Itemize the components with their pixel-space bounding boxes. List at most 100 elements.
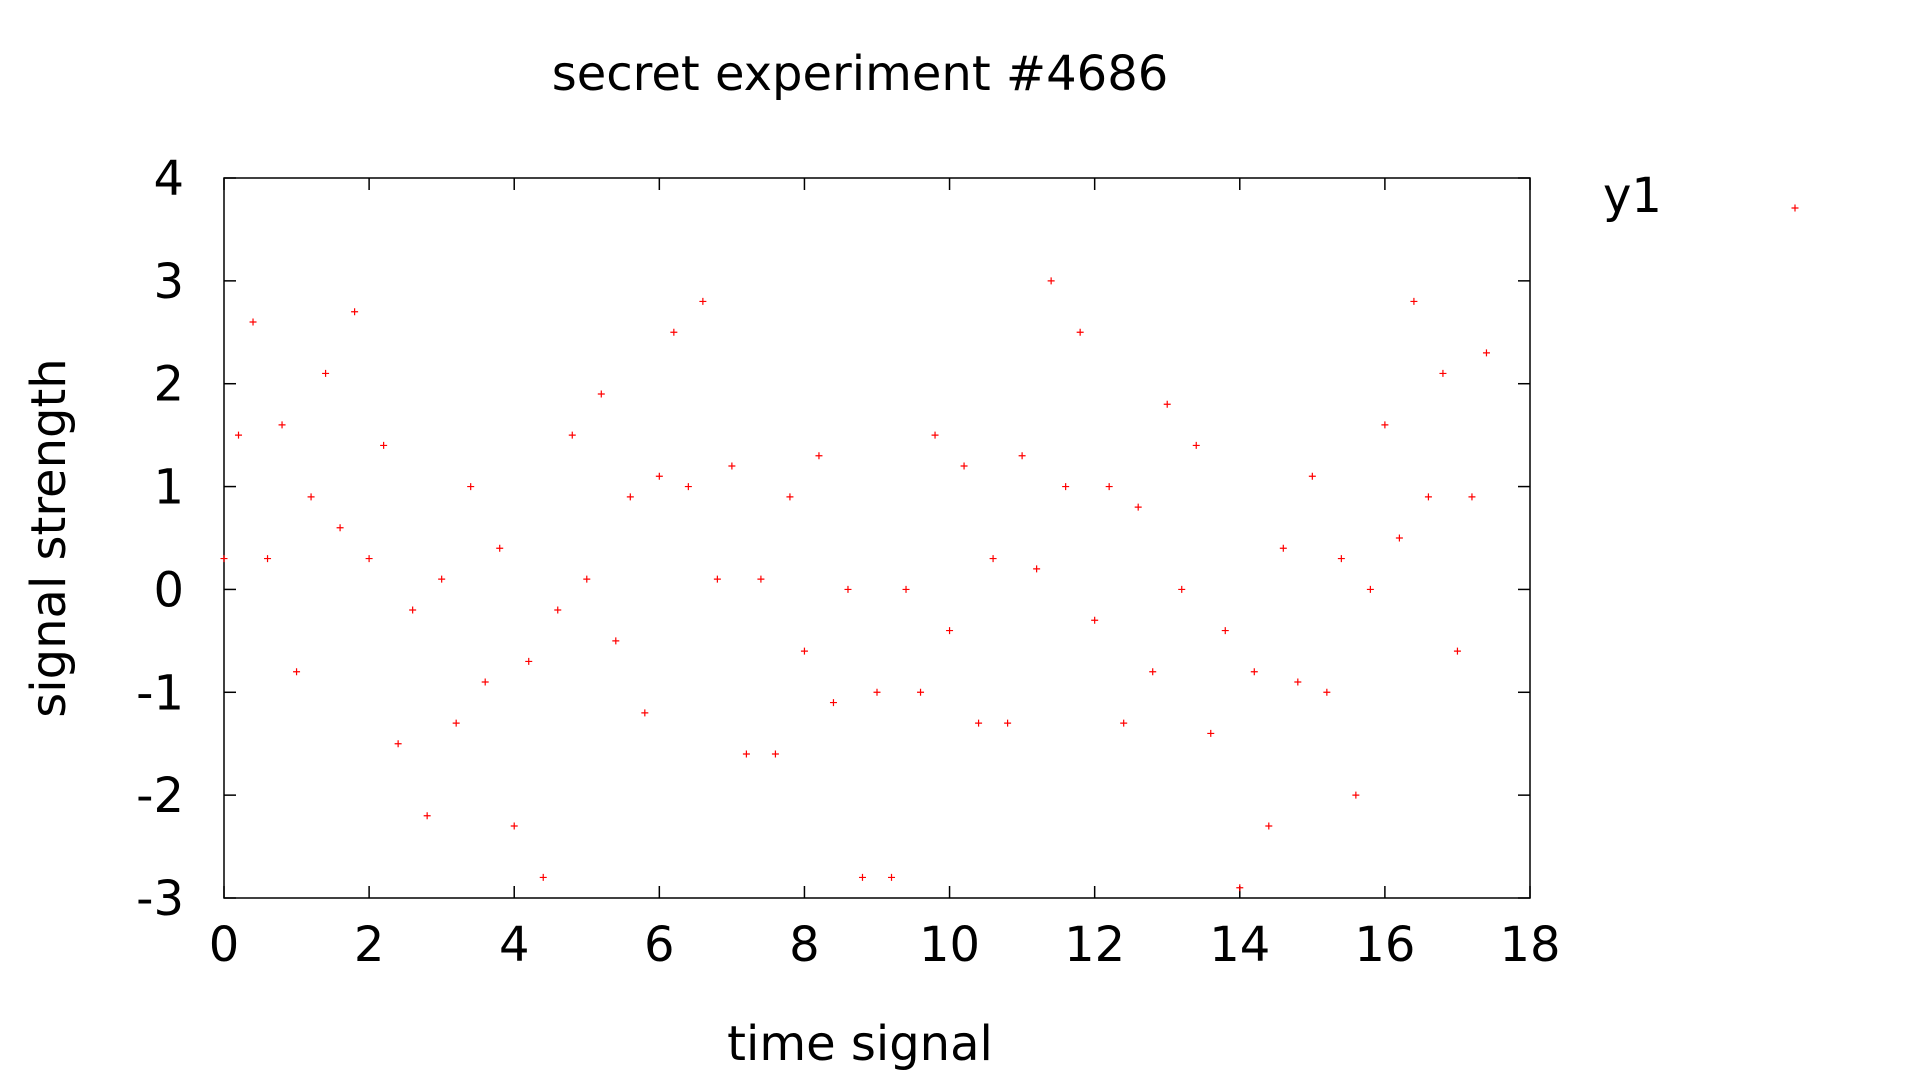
data-point xyxy=(597,390,605,398)
data-point xyxy=(409,606,417,614)
data-point xyxy=(525,657,533,665)
chart-title: secret experiment #4686 xyxy=(552,46,1169,102)
legend-label-y1: y1 xyxy=(1603,168,1662,224)
data-point xyxy=(1236,884,1244,892)
data-point xyxy=(1323,688,1331,696)
data-point xyxy=(917,688,925,696)
data-point xyxy=(1192,441,1200,449)
data-point xyxy=(293,668,301,676)
x-tick-label: 2 xyxy=(354,917,385,973)
data-point xyxy=(1250,668,1258,676)
data-point xyxy=(786,493,794,501)
data-point xyxy=(539,873,547,881)
data-point xyxy=(902,585,910,593)
y-tick-label: 0 xyxy=(153,562,184,618)
data-point xyxy=(1337,555,1345,563)
data-point xyxy=(452,719,460,727)
data-points xyxy=(220,277,1490,892)
data-point xyxy=(960,462,968,470)
data-point xyxy=(946,627,954,635)
data-point xyxy=(931,431,939,439)
data-point xyxy=(278,421,286,429)
data-point xyxy=(1381,421,1389,429)
data-point xyxy=(1482,349,1490,357)
data-point xyxy=(684,483,692,491)
data-point xyxy=(365,555,373,563)
data-point xyxy=(1352,791,1360,799)
data-point xyxy=(1163,400,1171,408)
data-point xyxy=(1279,544,1287,552)
data-point xyxy=(858,873,866,881)
x-tick-label: 12 xyxy=(1064,917,1125,973)
data-point xyxy=(1149,668,1157,676)
data-point xyxy=(641,709,649,717)
x-tick-label: 8 xyxy=(789,917,820,973)
data-point xyxy=(655,472,663,480)
data-point xyxy=(1468,493,1476,501)
data-point xyxy=(568,431,576,439)
data-point xyxy=(423,812,431,820)
data-point xyxy=(249,318,257,326)
data-point xyxy=(757,575,765,583)
data-point xyxy=(1294,678,1302,686)
data-point xyxy=(1033,565,1041,573)
data-point xyxy=(1062,483,1070,491)
data-point xyxy=(1410,297,1418,305)
plot-frame xyxy=(223,177,1531,899)
x-tick-label: 6 xyxy=(644,917,675,973)
data-point xyxy=(235,431,243,439)
data-point xyxy=(220,555,228,563)
data-point xyxy=(496,544,504,552)
data-point xyxy=(1134,503,1142,511)
data-point xyxy=(626,493,634,501)
y-axis: -3 -2 -1 0 1 2 3 4 xyxy=(136,151,1530,927)
data-point xyxy=(888,873,896,881)
data-point xyxy=(612,637,620,645)
x-axis-label: time signal xyxy=(727,1016,993,1072)
data-point xyxy=(800,647,808,655)
y-tick-label: 3 xyxy=(153,254,184,310)
data-point xyxy=(438,575,446,583)
legend: y1 xyxy=(1603,168,1799,224)
data-point xyxy=(1366,585,1374,593)
data-point xyxy=(307,493,315,501)
data-point xyxy=(815,452,823,460)
data-point xyxy=(467,483,475,491)
data-point xyxy=(583,575,591,583)
data-point xyxy=(1453,647,1461,655)
x-tick-label: 18 xyxy=(1499,917,1560,973)
data-point xyxy=(554,606,562,614)
data-point xyxy=(1120,719,1128,727)
data-point xyxy=(1105,483,1113,491)
data-point xyxy=(510,822,518,830)
x-tick-label: 10 xyxy=(919,917,980,973)
legend-marker-y1 xyxy=(1791,204,1799,212)
data-point xyxy=(1018,452,1026,460)
data-point xyxy=(264,555,272,563)
data-point xyxy=(336,524,344,532)
data-point xyxy=(1395,534,1403,542)
data-point xyxy=(1004,719,1012,727)
x-tick-label: 16 xyxy=(1354,917,1415,973)
y-tick-label: -1 xyxy=(136,665,184,721)
y-tick-label: 1 xyxy=(153,460,184,516)
data-point xyxy=(699,297,707,305)
data-point xyxy=(394,740,402,748)
x-tick-label: 4 xyxy=(499,917,530,973)
data-point xyxy=(1308,472,1316,480)
y-tick-label: 4 xyxy=(153,151,184,207)
data-point xyxy=(1207,729,1215,737)
data-point xyxy=(975,719,983,727)
data-point xyxy=(1091,616,1099,624)
data-point xyxy=(1439,369,1447,377)
data-point xyxy=(1265,822,1273,830)
data-point xyxy=(728,462,736,470)
data-point xyxy=(713,575,721,583)
data-point xyxy=(873,688,881,696)
y-axis-label: signal strength xyxy=(21,358,77,717)
y-tick-label: -3 xyxy=(136,871,184,927)
data-point xyxy=(351,308,359,316)
data-point xyxy=(989,555,997,563)
